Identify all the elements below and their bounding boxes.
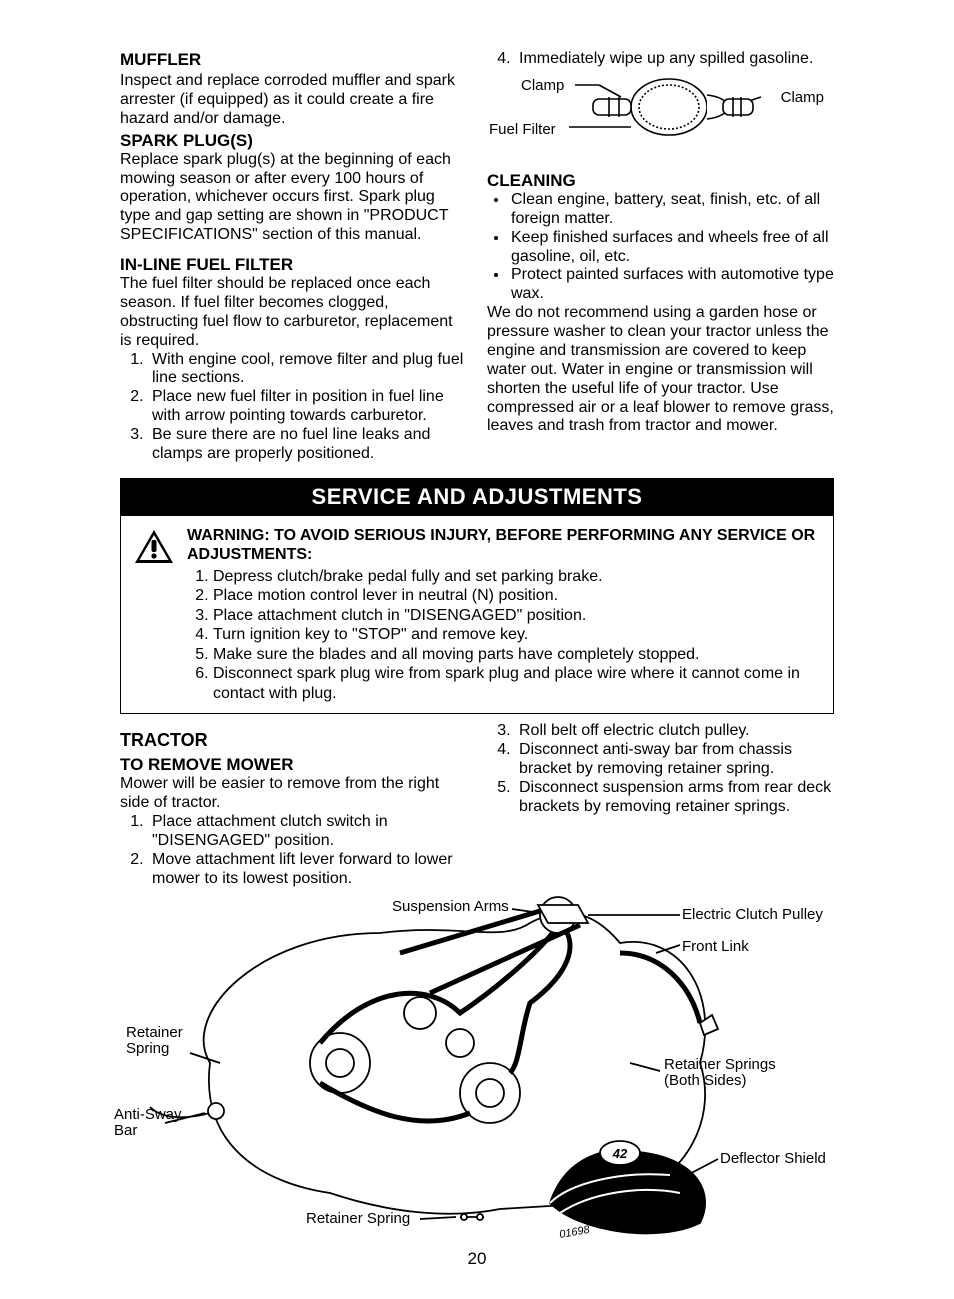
list-item: Depress clutch/brake pedal fully and set… xyxy=(213,567,821,587)
heading-remove-mower: TO REMOVE MOWER xyxy=(120,755,467,775)
label-retainer-spring-left: Retainer Spring xyxy=(126,1025,183,1058)
tractor-intro: Mower will be easier to remove from the … xyxy=(120,775,467,813)
svg-text:42: 42 xyxy=(612,1146,628,1161)
warning-icon xyxy=(133,526,175,704)
list-item: Roll belt off electric clutch pulley. xyxy=(515,722,834,741)
label-retainer-springs-right: Retainer Springs (Both Sides) xyxy=(664,1057,776,1090)
tractor-right-steps: Roll belt off electric clutch pulley. Di… xyxy=(487,722,834,816)
section-banner: SERVICE AND ADJUSTMENTS xyxy=(120,478,834,516)
mower-deck-diagram: 42 01698 Suspension Arms Electric Clutch… xyxy=(120,893,834,1243)
heading-spark-plugs: SPARK PLUG(S) xyxy=(120,131,467,151)
list-item: Place new fuel filter in position in fue… xyxy=(148,388,467,426)
list-item: Protect painted surfaces with automotive… xyxy=(509,266,834,304)
label-retainer-spring-bottom: Retainer Spring xyxy=(306,1211,410,1228)
label-electric-clutch-pulley: Electric Clutch Pulley xyxy=(682,907,823,924)
label-suspension-arms: Suspension Arms xyxy=(392,899,509,916)
muffler-text: Inspect and replace corroded muffler and… xyxy=(120,72,467,129)
diagram-code: 01698 xyxy=(558,1223,591,1240)
list-item: With engine cool, remove filter and plug… xyxy=(148,351,467,389)
list-item: Keep finished surfaces and wheels free o… xyxy=(509,229,834,267)
fuel-filter-diagram: Clamp Clamp Fuel Filter xyxy=(487,75,834,163)
heading-fuel-filter: IN-LINE FUEL FILTER xyxy=(120,255,467,275)
list-item: Place motion control lever in neutral (N… xyxy=(213,586,821,606)
list-item: Place attachment clutch switch in "DISEN… xyxy=(148,813,467,851)
tractor-left-steps: Place attachment clutch switch in "DISEN… xyxy=(120,813,467,889)
label-anti-sway-bar: Anti-Sway Bar xyxy=(114,1107,182,1140)
warning-box: WARNING: TO AVOID SERIOUS INJURY, BEFORE… xyxy=(120,516,834,715)
label-fuel-filter: Fuel Filter xyxy=(489,121,556,138)
list-item: Disconnect suspension arms from rear dec… xyxy=(515,779,834,817)
list-item: Disconnect anti-sway bar from chassis br… xyxy=(515,741,834,779)
right-continued-list: Immediately wipe up any spilled gasoline… xyxy=(487,50,834,69)
page-number: 20 xyxy=(120,1249,834,1269)
list-item: Disconnect spark plug wire from spark pl… xyxy=(213,664,821,703)
heading-muffler: MUFFLER xyxy=(120,50,467,70)
fuel-text: The fuel filter should be replaced once … xyxy=(120,275,467,351)
cleaning-bullets: Clean engine, battery, seat, finish, etc… xyxy=(487,191,834,304)
list-item: Make sure the blades and all moving part… xyxy=(213,645,821,665)
list-item: Move attachment lift lever forward to lo… xyxy=(148,851,467,889)
label-front-link: Front Link xyxy=(682,939,749,956)
warning-title: WARNING: TO AVOID SERIOUS INJURY, BEFORE… xyxy=(187,527,815,564)
list-item: Place attachment clutch in "DISENGAGED" … xyxy=(213,606,821,626)
cleaning-para: We do not recommend using a garden hose … xyxy=(487,304,834,436)
list-item: Clean engine, battery, seat, finish, etc… xyxy=(509,191,834,229)
label-deflector-shield: Deflector Shield xyxy=(720,1151,826,1168)
label-clamp-right: Clamp xyxy=(781,89,824,106)
warning-steps: Depress clutch/brake pedal fully and set… xyxy=(187,567,821,704)
fuel-steps-list: With engine cool, remove filter and plug… xyxy=(120,351,467,464)
heading-cleaning: CLEANING xyxy=(487,171,834,191)
spark-text: Replace spark plug(s) at the beginning o… xyxy=(120,151,467,245)
list-item: Immediately wipe up any spilled gasoline… xyxy=(515,50,834,69)
list-item: Be sure there are no fuel line leaks and… xyxy=(148,426,467,464)
heading-tractor: TRACTOR xyxy=(120,730,467,751)
label-clamp-left: Clamp xyxy=(521,77,564,94)
list-item: Turn ignition key to "STOP" and remove k… xyxy=(213,625,821,645)
